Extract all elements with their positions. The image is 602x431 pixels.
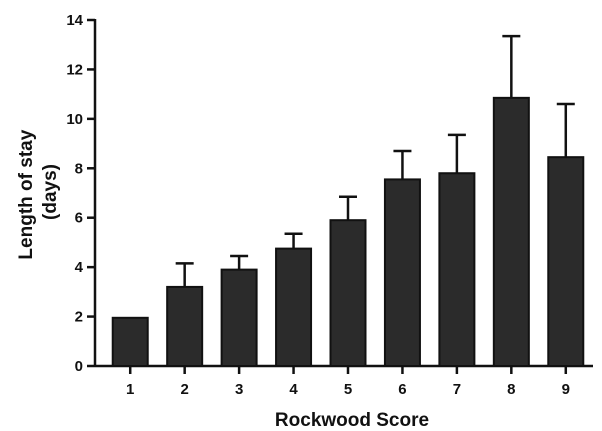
bar-2 — [166, 285, 204, 367]
x-tick-label: 5 — [344, 381, 352, 398]
x-tick-label: 6 — [398, 381, 406, 398]
x-tick-label: 8 — [507, 381, 515, 398]
bar-3 — [220, 268, 258, 367]
bar-1 — [111, 316, 149, 367]
bar-4 — [275, 247, 313, 368]
x-tick-label: 4 — [289, 381, 298, 398]
bar-8 — [492, 96, 530, 367]
x-axis-title: Rockwood Score — [275, 410, 429, 431]
y-axis-title-line-2: (days) — [40, 164, 61, 220]
y-tick-label: 4 — [75, 259, 84, 276]
bar-9 — [547, 156, 585, 367]
x-tick-label: 9 — [562, 381, 570, 398]
x-tick-label: 3 — [235, 381, 243, 398]
bar-7 — [438, 172, 476, 367]
y-axis-title: Length of stay (days) — [16, 124, 61, 259]
y-tick-label: 14 — [66, 12, 83, 29]
bar-5 — [329, 219, 367, 367]
y-tick-label: 2 — [75, 309, 83, 326]
x-tick-label: 2 — [180, 381, 188, 398]
y-tick-label: 10 — [66, 111, 83, 128]
y-axis-title-line-1: Length of stay — [16, 129, 37, 259]
y-tick-label: 12 — [66, 61, 83, 78]
x-tick-label: 7 — [453, 381, 461, 398]
bar-6 — [383, 178, 421, 367]
y-tick-label: 0 — [75, 358, 83, 375]
y-tick-label: 6 — [75, 210, 83, 227]
x-tick-label: 1 — [126, 381, 134, 398]
y-tick-label: 8 — [75, 160, 83, 177]
